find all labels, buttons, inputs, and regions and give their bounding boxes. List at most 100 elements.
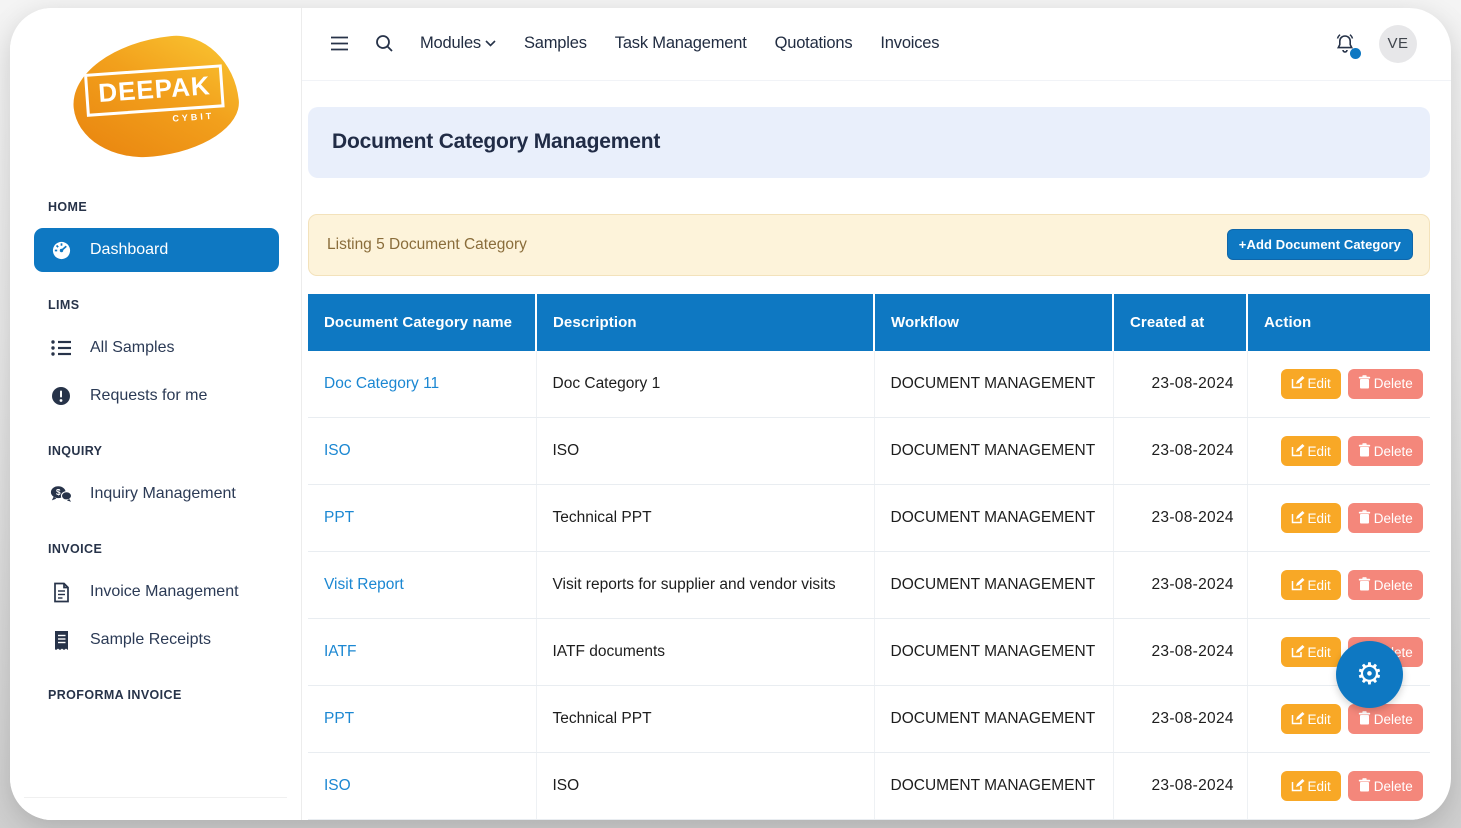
cell-workflow: DOCUMENT MANAGEMENT [874, 618, 1114, 686]
notification-badge [1350, 47, 1361, 59]
sidebar-item-invoice-management[interactable]: Invoice Management [34, 570, 279, 614]
nav-item-label: Invoices [880, 34, 940, 53]
user-avatar[interactable]: VE [1379, 24, 1417, 63]
delete-button-label: Delete [1373, 510, 1413, 526]
nav-item-samples[interactable]: Samples [524, 34, 587, 53]
edit-icon [1291, 577, 1305, 594]
delete-button[interactable]: Delete [1347, 771, 1423, 801]
cell-category-name: Visit Report [308, 551, 537, 619]
cell-created-at: 23-08-2024 [1113, 618, 1248, 686]
nav-item-modules[interactable]: Modules [420, 34, 496, 53]
edit-button[interactable]: Edit [1280, 771, 1341, 801]
table-row: ISO ISO DOCUMENT MANAGEMENT 23-08-2024 Edit D… [308, 752, 1430, 820]
sidebar-section-proforma-invoice: PROFORMA INVOICE [48, 688, 182, 702]
category-name-link[interactable]: PPT [324, 710, 355, 727]
table-header: Document Category name Description Workflo… [308, 293, 1430, 351]
category-name-link[interactable]: PPT [324, 509, 355, 526]
delete-button[interactable]: Delete [1347, 436, 1423, 466]
add-document-category-button[interactable]: +Add Document Category [1226, 229, 1413, 260]
app-window: DEEPAK CYBIT HOME Dashboard LIMS All Sample… [10, 8, 1451, 820]
edit-button[interactable]: Edit [1280, 704, 1341, 734]
sidebar-nav: HOME Dashboard LIMS All Samples Requests for… [10, 200, 301, 702]
topbar-right: VE [1333, 24, 1417, 63]
delete-button[interactable]: Delete [1347, 704, 1423, 734]
nav-item-label: Quotations [774, 34, 853, 53]
edit-button-label: Edit [1307, 510, 1331, 526]
category-name-link[interactable]: ISO [324, 777, 351, 794]
edit-button[interactable]: Edit [1280, 368, 1341, 399]
trash-icon [1358, 576, 1371, 594]
cell-description: Doc Category 1 [536, 350, 875, 418]
listing-banner: Listing 5 Document Category +Add Documen… [308, 213, 1430, 276]
settings-gear-button[interactable]: ⚙ [1336, 641, 1403, 708]
delete-button[interactable]: Delete [1347, 503, 1423, 533]
sidebar-item-inquiry-management[interactable]: $ Inquiry Management [34, 472, 279, 516]
topbar: Modules Samples Task Management Quotations I… [302, 8, 1451, 81]
main-area: Modules Samples Task Management Quotations I… [302, 8, 1451, 820]
cell-category-name: PPT [308, 685, 537, 753]
sidebar-item-label: Invoice Management [90, 583, 239, 600]
column-header-description: Description [536, 293, 875, 351]
sidebar-section-invoice: INVOICE [48, 542, 103, 556]
edit-icon [1291, 510, 1305, 527]
cell-actions: Edit Delete [1247, 685, 1430, 753]
edit-icon [1291, 711, 1305, 728]
category-name-link[interactable]: IATF [324, 643, 357, 660]
logo: DEEPAK CYBIT [10, 29, 301, 165]
nav-item-task-management[interactable]: Task Management [615, 34, 747, 53]
cell-description: Visit reports for supplier and vendor vi… [536, 551, 875, 619]
table-row: Doc Category 11 Doc Category 1 DOCUMENT MA… [308, 350, 1430, 418]
delete-button-label: Delete [1373, 778, 1413, 794]
page-title: Document Category Management [332, 130, 661, 153]
sidebar-section-inquiry: INQUIRY [48, 444, 103, 458]
notifications-bell-icon[interactable] [1333, 32, 1361, 59]
edit-button-label: Edit [1307, 376, 1331, 392]
search-icon[interactable] [375, 34, 394, 53]
category-name-link[interactable]: ISO [324, 442, 351, 459]
delete-button-label: Delete [1373, 711, 1413, 727]
trash-icon [1358, 375, 1371, 392]
delete-button-label: Delete [1373, 376, 1413, 392]
trash-icon [1358, 710, 1371, 728]
nav-item-quotations[interactable]: Quotations [775, 34, 853, 53]
content: Document Category Management Listing 5 D… [302, 81, 1451, 820]
cell-actions: Edit Delete [1247, 417, 1430, 485]
sidebar-item-requests-for-me[interactable]: Requests for me [34, 374, 279, 418]
cell-created-at: 23-08-2024 [1113, 685, 1248, 753]
cell-workflow: DOCUMENT MANAGEMENT [874, 551, 1114, 619]
sidebar-item-sample-receipts[interactable]: Sample Receipts [34, 618, 279, 662]
cell-created-at: 23-08-2024 [1113, 484, 1248, 552]
nav-item-label: Task Management [614, 34, 747, 53]
column-header-document-category-name: Document Category name [308, 293, 537, 351]
cell-category-name: ISO [308, 752, 537, 820]
category-name-link[interactable]: Doc Category 11 [324, 374, 440, 392]
delete-button-label: Delete [1373, 443, 1413, 459]
category-name-link[interactable]: Visit Report [324, 576, 404, 593]
table-row: PPT Technical PPT DOCUMENT MANAGEMENT 23-08… [308, 685, 1430, 753]
delete-button[interactable]: Delete [1347, 368, 1423, 399]
cell-created-at: 23-08-2024 [1113, 551, 1248, 619]
delete-button-label: Delete [1373, 577, 1413, 593]
receipt-icon [50, 629, 72, 651]
list-icon [50, 337, 72, 359]
cell-actions: Edit Delete [1247, 350, 1430, 418]
sidebar-item-dashboard[interactable]: Dashboard [34, 228, 279, 272]
cell-workflow: DOCUMENT MANAGEMENT [874, 484, 1114, 552]
delete-button[interactable]: Delete [1347, 570, 1423, 600]
cell-actions: Edit Delete [1247, 551, 1430, 619]
sidebar-section-home: HOME [48, 200, 88, 214]
topbar-left: Modules Samples Task Management Quotations I… [330, 34, 940, 53]
hamburger-menu-icon[interactable] [330, 36, 349, 51]
sidebar-divider [24, 797, 287, 798]
edit-button[interactable]: Edit [1280, 570, 1341, 600]
edit-button[interactable]: Edit [1280, 436, 1341, 466]
sidebar-item-all-samples[interactable]: All Samples [34, 326, 279, 370]
edit-button[interactable]: Edit [1280, 637, 1341, 667]
cell-actions: Edit Delete [1247, 752, 1430, 820]
edit-button[interactable]: Edit [1280, 503, 1341, 533]
nav-item-invoices[interactable]: Invoices [880, 34, 939, 53]
sidebar-item-label: Dashboard [90, 241, 169, 258]
listing-count-text: Listing 5 Document Category [327, 235, 527, 253]
cell-actions: Edit Delete [1247, 484, 1430, 552]
trash-icon [1358, 442, 1371, 460]
